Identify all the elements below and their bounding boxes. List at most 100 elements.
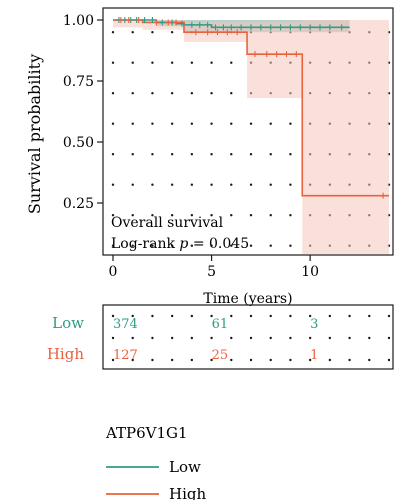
risk-count: 61 [212,317,229,332]
censor-mark-low [326,24,333,31]
censor-mark-low [338,24,345,31]
risk-grid-dot [190,358,194,362]
x-tick-label: 10 [301,264,319,280]
grid-dot [111,244,115,247]
risk-grid-dot [289,314,292,318]
censor-mark-high [283,51,290,58]
risk-grid-dot [289,358,292,362]
risk-grid-dot [170,358,174,362]
risk-table-cells: Low 374 61 3 High 127 25 1 [47,314,319,363]
grid-dot [230,244,233,247]
grid-dot [131,244,134,247]
grid-dot [269,214,272,217]
grid-dot [151,92,154,95]
grid-dot [190,244,194,247]
risk-grid-dot [131,336,134,340]
censor-mark-high [192,29,199,36]
grid-dot [210,214,213,217]
grid-dot [289,153,292,156]
grid-dot [210,244,213,247]
x-tick-label: 5 [207,264,216,280]
grid-dot [151,183,154,186]
grid-dot [210,92,213,95]
censor-mark-low [248,24,254,31]
censor-mark-low [287,24,294,31]
censor-mark-low [238,24,245,31]
grid-dot [131,183,134,186]
risk-grid-dot [387,336,391,340]
legend-title: ATP6V1G1 [105,424,188,442]
censor-mark-high [135,17,142,23]
grid-dot [170,61,174,64]
risk-grid-dot [230,314,233,318]
risk-grid-dot [308,358,312,362]
risk-grid-dot [170,336,174,340]
y-axis: 0.25 0.50 0.75 1.00 [63,13,103,212]
grid-dot [111,214,115,217]
grid-dot [230,214,233,217]
x-axis-label: Time (years) [203,291,292,307]
legend-label-high: High [169,485,206,500]
grid-dot [170,244,174,247]
risk-row-label-high: High [47,345,84,363]
censor-mark-low [307,24,314,31]
legend: ATP6V1G1 Low High [105,424,206,500]
grid-dot [190,183,194,186]
risk-grid-dot [269,314,272,318]
risk-grid-dot [387,358,391,362]
grid-dot [131,61,134,64]
risk-grid-dot [111,314,115,318]
censor-mark-high [224,29,231,36]
grid-dot [131,122,134,125]
grid-dot [131,31,134,34]
censor-mark-high [251,51,258,58]
censor-mark-low [141,17,148,23]
censor-marks [115,17,387,199]
grid-dot [151,153,154,156]
censor-mark-low [159,19,166,26]
censor-mark-low [267,24,274,31]
censor-mark-high [234,29,241,36]
censor-mark-low [179,20,185,27]
risk-count: 127 [113,348,138,363]
grid-dot [289,183,292,186]
censor-mark-high [263,51,270,58]
censor-mark-low [317,24,323,31]
grid-dot [289,244,292,247]
risk-table-frame [102,304,394,370]
grid-dot [249,244,253,247]
risk-grid-dot [249,314,253,318]
risk-grid-dot [111,336,115,340]
grid-dot [249,214,253,217]
censor-mark-high [380,192,387,199]
risk-count: 3 [310,317,318,332]
risk-grid-dot [348,314,351,318]
risk-grid-dot [230,358,233,362]
censor-mark-high [273,51,280,58]
grid-dot [289,122,292,125]
risk-grid-dot [368,336,371,340]
annotation-title: Overall survival [111,215,224,231]
risk-table: Low 374 61 3 High 127 25 1 [47,304,394,370]
legend-items: Low High [106,458,206,500]
grid-dot [190,214,194,217]
censor-mark-low [204,21,211,28]
grid-dot [170,183,174,186]
censor-mark-high [173,19,180,26]
risk-grid-dot [210,336,213,340]
censor-mark-high [293,51,300,58]
censor-mark-low [196,21,203,28]
grid-dot [151,244,154,247]
risk-grid-dot [151,314,154,318]
risk-grid-dot [210,358,213,362]
risk-grid-dot [269,358,272,362]
grid-dot [151,31,154,34]
risk-count: 1 [310,348,318,363]
grid-dot [230,122,233,125]
risk-grid-dot [170,314,174,318]
risk-grid-dot [151,336,154,340]
x-tick-label: 0 [109,264,118,280]
y-tick-label: 0.75 [63,74,94,90]
risk-grid-dot [368,358,371,362]
grid-dot [269,153,272,156]
